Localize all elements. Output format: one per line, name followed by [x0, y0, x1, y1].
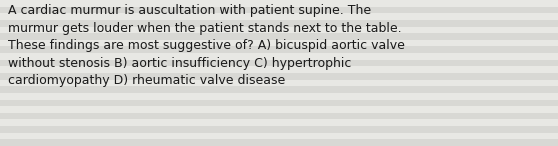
Bar [0, 27, 558, 33]
Bar [0, 100, 558, 106]
Bar [0, 7, 558, 13]
Bar [0, 20, 558, 27]
Bar [0, 80, 558, 86]
Text: A cardiac murmur is auscultation with patient supine. The
murmur gets louder whe: A cardiac murmur is auscultation with pa… [8, 4, 405, 87]
Bar [0, 33, 558, 40]
Bar [0, 133, 558, 139]
Bar [0, 93, 558, 100]
Bar [0, 40, 558, 46]
Bar [0, 66, 558, 73]
Bar [0, 106, 558, 113]
Bar [0, 53, 558, 60]
Bar [0, 13, 558, 20]
Bar [0, 119, 558, 126]
Bar [0, 46, 558, 53]
Bar [0, 126, 558, 133]
Bar [0, 73, 558, 80]
Bar [0, 113, 558, 119]
Bar [0, 86, 558, 93]
Bar [0, 60, 558, 66]
Bar [0, 139, 558, 146]
Bar [0, 0, 558, 7]
